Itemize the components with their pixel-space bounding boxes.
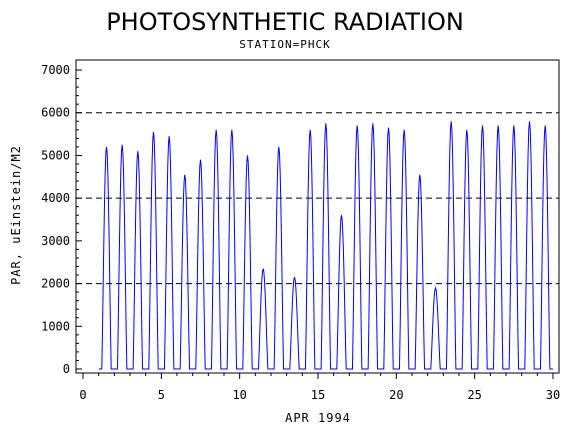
y-axis: 0 1000 2000 3000 4000 5000 6000 7000 [41,63,82,376]
y-axis-label: PAR, uEinstein/M2 [9,145,23,285]
y-tick-label: 0 [63,362,70,376]
y-tick-label: 6000 [41,106,70,120]
x-tick-label: 10 [232,388,246,402]
x-tick-label: 30 [546,388,560,402]
y-tick-label: 3000 [41,234,70,248]
x-tick-label: 15 [311,388,325,402]
y-tick-label: 7000 [41,63,70,77]
chart-subtitle: STATION=PHCK [239,38,330,51]
chart-title: PHOTOSYNTHETIC RADIATION [106,8,464,36]
x-axis-label: APR 1994 [285,411,351,425]
y-tick-label: 5000 [41,148,70,162]
y-tick-label: 4000 [41,191,70,205]
x-axis: 0 5 10 15 20 25 30 [79,373,560,402]
x-tick-label: 20 [389,388,403,402]
y-tick-label: 2000 [41,277,70,291]
reference-lines [76,112,559,285]
y-tick-label: 1000 [41,319,70,333]
x-tick-label: 25 [467,388,481,402]
par-series-line [98,121,553,370]
x-tick-label: 5 [158,388,165,402]
x-tick-label: 0 [79,388,86,402]
